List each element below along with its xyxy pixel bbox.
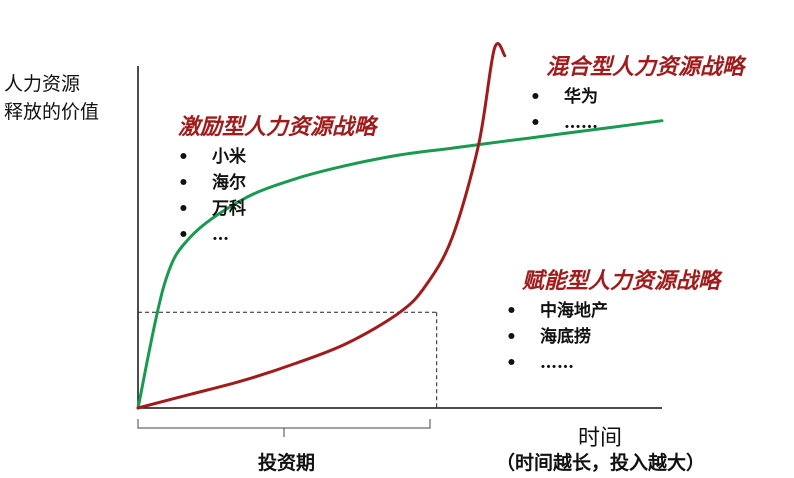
mixed-strategy-title: 混合型人力资源战略 xyxy=(546,54,745,80)
incentive-strategy-group: 激励型人力资源战略 小米 海尔 万科 … xyxy=(178,114,376,248)
y-axis-label-line-2: 释放的价值 xyxy=(4,101,100,123)
mixed-company-list: 华为 …… xyxy=(530,84,744,136)
list-item: 万科 xyxy=(178,196,376,222)
investment-period-label: 投资期 xyxy=(258,452,316,474)
list-item: …… xyxy=(530,110,744,136)
investment-period-bracket xyxy=(137,419,431,437)
enabling-strategy-group: 赋能型人力资源战略 中海地产 海底捞 …… xyxy=(506,268,721,376)
incentive-strategy-title: 激励型人力资源战略 xyxy=(178,114,377,140)
series-line-enabling xyxy=(136,42,507,410)
y-axis-label-line-1: 人力资源 xyxy=(4,73,81,95)
x-axis-label: 时间 xyxy=(578,426,623,451)
enabling-company-list: 中海地产 海底捞 …… xyxy=(506,298,720,376)
incentive-company-list: 小米 海尔 万科 … xyxy=(178,144,376,248)
list-item: 小米 xyxy=(178,144,376,170)
mixed-strategy-group: 混合型人力资源战略 华为 …… xyxy=(530,54,745,136)
list-item: 海尔 xyxy=(178,170,376,196)
list-item: 海底捞 xyxy=(506,324,720,350)
list-item: 中海地产 xyxy=(506,298,720,324)
list-item: …… xyxy=(506,350,720,376)
list-item: … xyxy=(178,222,376,248)
reference-dashed-lines xyxy=(138,311,438,408)
list-item: 华为 xyxy=(530,84,744,110)
time-note-label: （时间越长，投入越大） xyxy=(496,452,706,474)
enabling-strategy-title: 赋能型人力资源战略 xyxy=(522,268,721,294)
y-axis-label: 人力资源 释放的价值 xyxy=(4,70,99,126)
